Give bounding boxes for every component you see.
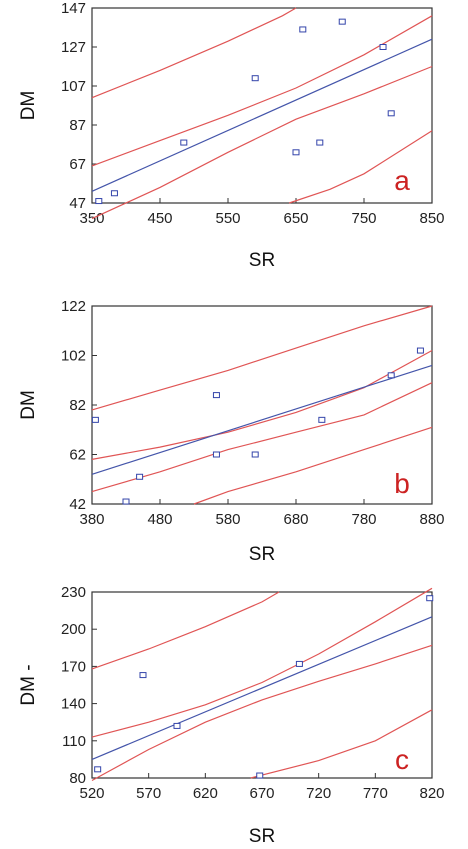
confidence-band-upper xyxy=(91,15,433,167)
y-tick-label: 127 xyxy=(61,39,86,56)
x-tick-label: 720 xyxy=(306,785,331,802)
data-point xyxy=(256,772,264,779)
x-tick-label: 380 xyxy=(79,511,104,528)
data-point xyxy=(316,139,324,146)
confidence-band-upper xyxy=(91,349,433,460)
prediction-band-upper xyxy=(91,7,297,99)
x-tick-label: 650 xyxy=(283,210,308,227)
data-point xyxy=(299,26,307,33)
y-tick-label: 87 xyxy=(69,117,86,134)
data-point xyxy=(318,416,326,423)
y-axis-title: DM xyxy=(18,390,39,420)
data-point xyxy=(136,473,144,480)
x-tick-label: 620 xyxy=(193,785,218,802)
x-tick-label: 520 xyxy=(79,785,104,802)
y-axis-title: DM - xyxy=(18,664,39,705)
y-tick-label: 80 xyxy=(69,770,86,787)
x-tick-label: 680 xyxy=(283,511,308,528)
data-point xyxy=(110,190,118,197)
plot-frame-a xyxy=(91,7,433,204)
data-point xyxy=(212,392,220,399)
y-tick-label: 122 xyxy=(61,298,86,315)
panel-letter: b xyxy=(394,468,410,499)
y-tick-label: 107 xyxy=(61,78,86,95)
x-axis-title: SR xyxy=(249,544,275,565)
confidence-band-lower xyxy=(91,382,433,493)
prediction-band-upper xyxy=(91,305,433,411)
data-point xyxy=(426,595,434,602)
prediction-band-lower xyxy=(193,426,433,505)
y-tick-label: 170 xyxy=(61,658,86,675)
panel-letter: a xyxy=(394,165,410,196)
data-point xyxy=(292,149,300,156)
regression-fit-line xyxy=(91,616,433,760)
prediction-band-lower xyxy=(289,130,433,204)
data-point xyxy=(295,660,303,667)
x-tick-label: 670 xyxy=(249,785,274,802)
data-point xyxy=(180,139,188,146)
y-tick-label: 140 xyxy=(61,696,86,713)
y-tick-label: 42 xyxy=(69,496,86,513)
x-tick-label: 580 xyxy=(215,511,240,528)
x-axis-title: SR xyxy=(249,826,275,847)
x-tick-label: 750 xyxy=(351,210,376,227)
x-tick-label: 880 xyxy=(419,511,444,528)
data-point xyxy=(416,347,424,354)
data-point xyxy=(122,498,130,505)
data-point xyxy=(379,44,387,50)
y-tick-label: 110 xyxy=(62,733,86,750)
data-point xyxy=(95,198,103,205)
x-axis-title: SR xyxy=(249,250,275,271)
data-point xyxy=(173,722,181,729)
confidence-band-lower xyxy=(91,65,433,220)
y-tick-label: 230 xyxy=(61,584,86,601)
x-tick-label: 450 xyxy=(147,210,172,227)
data-point xyxy=(94,766,102,773)
panel-letter: c xyxy=(395,744,409,775)
x-tick-label: 570 xyxy=(136,785,161,802)
x-tick-label: 550 xyxy=(215,210,240,227)
x-tick-label: 820 xyxy=(419,785,444,802)
x-tick-label: 850 xyxy=(419,210,444,227)
data-point xyxy=(212,451,220,458)
x-tick-label: 770 xyxy=(363,785,388,802)
regression-fit-line xyxy=(91,364,433,475)
prediction-band-upper xyxy=(91,591,280,670)
data-point xyxy=(139,672,147,679)
data-point xyxy=(251,75,259,82)
plot-frame-c xyxy=(91,591,433,779)
y-tick-label: 147 xyxy=(61,0,86,17)
x-tick-label: 780 xyxy=(351,511,376,528)
data-point xyxy=(387,372,395,379)
prediction-band-lower xyxy=(250,709,433,779)
data-point xyxy=(91,416,99,423)
y-axis-title: DM xyxy=(18,91,39,121)
y-tick-label: 200 xyxy=(61,621,86,638)
data-point xyxy=(387,110,395,117)
y-tick-label: 47 xyxy=(69,195,86,212)
data-point xyxy=(251,451,259,458)
data-point xyxy=(338,18,346,25)
confidence-band-lower xyxy=(91,644,433,782)
y-tick-label: 62 xyxy=(69,447,86,464)
y-tick-label: 82 xyxy=(69,397,86,414)
x-tick-label: 480 xyxy=(147,511,172,528)
y-tick-label: 102 xyxy=(61,348,86,365)
y-tick-label: 67 xyxy=(69,156,86,173)
confidence-band-upper xyxy=(91,587,433,738)
regression-fit-line xyxy=(91,38,433,192)
